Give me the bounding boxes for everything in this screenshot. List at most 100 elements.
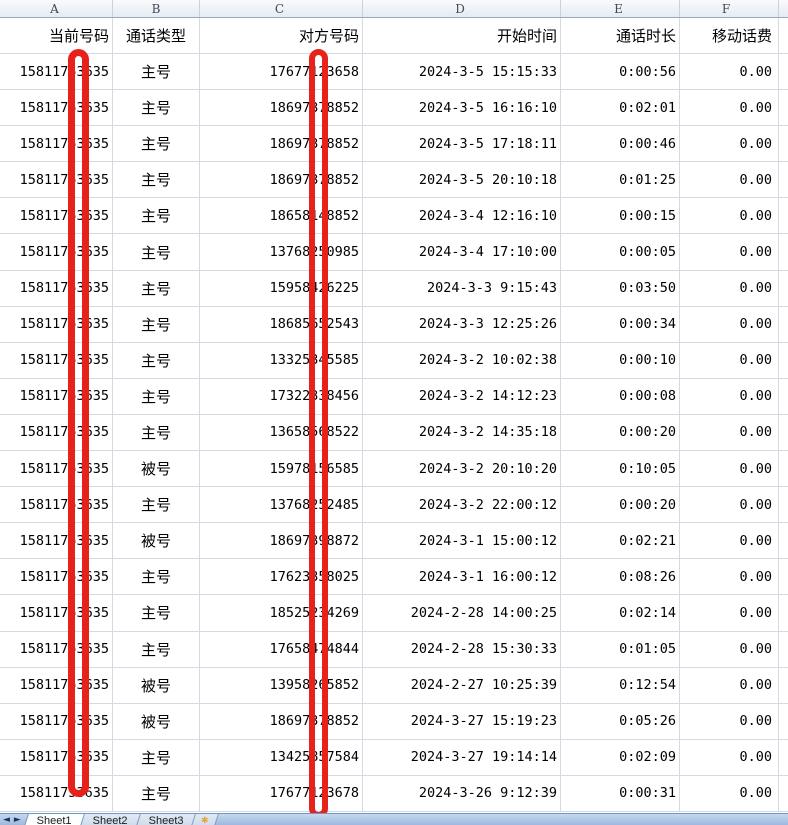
cell-duration[interactable]: 0:03:50: [561, 270, 680, 306]
cell-duration[interactable]: 0:00:20: [561, 414, 680, 451]
cell-current-number[interactable]: 15811753635: [0, 378, 113, 414]
cell-mobile-fee[interactable]: 0.00: [680, 487, 779, 523]
cell-peer-number[interactable]: 18685652543: [200, 306, 363, 342]
cell-call-type[interactable]: 被号: [113, 451, 200, 487]
cell-current-number[interactable]: 15811753635: [0, 90, 113, 126]
cell-peer-number[interactable]: 18697398872: [200, 523, 363, 559]
cell-current-number[interactable]: 15811753635: [0, 451, 113, 487]
cell-start-time[interactable]: 2024-3-2 14:35:18: [363, 414, 561, 451]
cell-duration[interactable]: 0:00:08: [561, 378, 680, 414]
cell-peer-number[interactable]: 13768250985: [200, 234, 363, 270]
nav-first-sheet-icon[interactable]: ◄: [3, 815, 10, 825]
cell-start-time[interactable]: 2024-3-2 20:10:20: [363, 451, 561, 487]
cell-current-number[interactable]: 15811753635: [0, 162, 113, 198]
cell-start-time[interactable]: 2024-3-5 17:18:11: [363, 126, 561, 162]
column-header-e[interactable]: E: [561, 0, 680, 17]
column-header-a[interactable]: A: [0, 0, 113, 17]
cell-peer-number[interactable]: 17677123658: [200, 54, 363, 90]
header-call-type[interactable]: 通话类型: [113, 18, 200, 53]
cell-mobile-fee[interactable]: 0.00: [680, 126, 779, 162]
cell-duration[interactable]: 0:10:05: [561, 451, 680, 487]
cell-call-type[interactable]: 主号: [113, 162, 200, 198]
cell-mobile-fee[interactable]: 0.00: [680, 775, 779, 811]
cell-call-type[interactable]: 主号: [113, 306, 200, 342]
cell-start-time[interactable]: 2024-2-28 14:00:25: [363, 595, 561, 631]
cell-peer-number[interactable]: 17658474844: [200, 631, 363, 667]
cell-start-time[interactable]: 2024-3-5 16:16:10: [363, 90, 561, 126]
cell-call-type[interactable]: 主号: [113, 595, 200, 631]
cell-call-type[interactable]: 被号: [113, 667, 200, 703]
cell-mobile-fee[interactable]: 0.00: [680, 559, 779, 595]
cell-call-type[interactable]: 主号: [113, 631, 200, 667]
cell-duration[interactable]: 0:12:54: [561, 667, 680, 703]
header-mobile-fee[interactable]: 移动话费: [680, 18, 779, 53]
cell-current-number[interactable]: 15811753635: [0, 54, 113, 90]
cell-start-time[interactable]: 2024-3-2 10:02:38: [363, 342, 561, 378]
header-start-time[interactable]: 开始时间: [363, 18, 561, 53]
cell-call-type[interactable]: 主号: [113, 559, 200, 595]
nav-last-sheet-icon[interactable]: ►: [13, 815, 21, 825]
cell-duration[interactable]: 0:01:05: [561, 631, 680, 667]
cell-start-time[interactable]: 2024-3-2 14:12:23: [363, 378, 561, 414]
cell-call-type[interactable]: 主号: [113, 54, 200, 90]
cell-start-time[interactable]: 2024-3-2 22:00:12: [363, 487, 561, 523]
cell-call-type[interactable]: 主号: [113, 775, 200, 811]
cell-call-type[interactable]: 主号: [113, 378, 200, 414]
cell-start-time[interactable]: 2024-3-26 9:12:39: [363, 775, 561, 811]
cell-duration[interactable]: 0:02:14: [561, 595, 680, 631]
column-header-b[interactable]: B: [113, 0, 200, 17]
header-peer-number[interactable]: 对方号码: [200, 18, 363, 53]
cell-peer-number[interactable]: 13958265852: [200, 667, 363, 703]
cell-peer-number[interactable]: 18697378852: [200, 90, 363, 126]
cell-current-number[interactable]: 15811753635: [0, 342, 113, 378]
cell-start-time[interactable]: 2024-3-5 15:15:33: [363, 54, 561, 90]
tab-sheet1[interactable]: Sheet1: [21, 814, 84, 825]
cell-call-type[interactable]: 主号: [113, 198, 200, 234]
cell-mobile-fee[interactable]: 0.00: [680, 198, 779, 234]
header-duration[interactable]: 通话时长: [561, 18, 680, 53]
cell-current-number[interactable]: 15811753635: [0, 414, 113, 451]
cell-mobile-fee[interactable]: 0.00: [680, 595, 779, 631]
cell-current-number[interactable]: 15811753635: [0, 306, 113, 342]
cell-duration[interactable]: 0:02:01: [561, 90, 680, 126]
cell-current-number[interactable]: 15811753635: [0, 631, 113, 667]
cell-current-number[interactable]: 15811753635: [0, 703, 113, 739]
cell-peer-number[interactable]: 17677123678: [200, 775, 363, 811]
cell-duration[interactable]: 0:00:46: [561, 126, 680, 162]
cell-duration[interactable]: 0:00:20: [561, 487, 680, 523]
cell-duration[interactable]: 0:02:21: [561, 523, 680, 559]
cell-start-time[interactable]: 2024-3-3 9:15:43: [363, 270, 561, 306]
cell-call-type[interactable]: 被号: [113, 703, 200, 739]
cell-mobile-fee[interactable]: 0.00: [680, 90, 779, 126]
cell-mobile-fee[interactable]: 0.00: [680, 703, 779, 739]
cell-mobile-fee[interactable]: 0.00: [680, 523, 779, 559]
cell-duration[interactable]: 0:02:09: [561, 739, 680, 775]
cell-duration[interactable]: 0:00:15: [561, 198, 680, 234]
cell-mobile-fee[interactable]: 0.00: [680, 270, 779, 306]
column-header-d[interactable]: D: [363, 0, 561, 17]
cell-duration[interactable]: 0:01:25: [561, 162, 680, 198]
cell-current-number[interactable]: 15811753635: [0, 198, 113, 234]
cell-call-type[interactable]: 主号: [113, 487, 200, 523]
header-current-number[interactable]: 当前号码: [0, 18, 113, 53]
cell-call-type[interactable]: 主号: [113, 342, 200, 378]
tab-sheet3[interactable]: Sheet3: [133, 814, 196, 825]
cell-start-time[interactable]: 2024-3-3 12:25:26: [363, 306, 561, 342]
cell-duration[interactable]: 0:00:10: [561, 342, 680, 378]
cell-current-number[interactable]: 15811753635: [0, 667, 113, 703]
cell-duration[interactable]: 0:00:05: [561, 234, 680, 270]
cell-start-time[interactable]: 2024-3-1 15:00:12: [363, 523, 561, 559]
cell-peer-number[interactable]: 13325345585: [200, 342, 363, 378]
cell-peer-number[interactable]: 18697378852: [200, 126, 363, 162]
cell-current-number[interactable]: 15811753635: [0, 487, 113, 523]
cell-mobile-fee[interactable]: 0.00: [680, 54, 779, 90]
cell-mobile-fee[interactable]: 0.00: [680, 342, 779, 378]
cell-duration[interactable]: 0:00:31: [561, 775, 680, 811]
cell-start-time[interactable]: 2024-3-1 16:00:12: [363, 559, 561, 595]
cell-start-time[interactable]: 2024-2-27 10:25:39: [363, 667, 561, 703]
cell-call-type[interactable]: 被号: [113, 523, 200, 559]
cell-current-number[interactable]: 15811753635: [0, 523, 113, 559]
cell-duration[interactable]: 0:00:34: [561, 306, 680, 342]
cell-mobile-fee[interactable]: 0.00: [680, 667, 779, 703]
cell-mobile-fee[interactable]: 0.00: [680, 414, 779, 451]
